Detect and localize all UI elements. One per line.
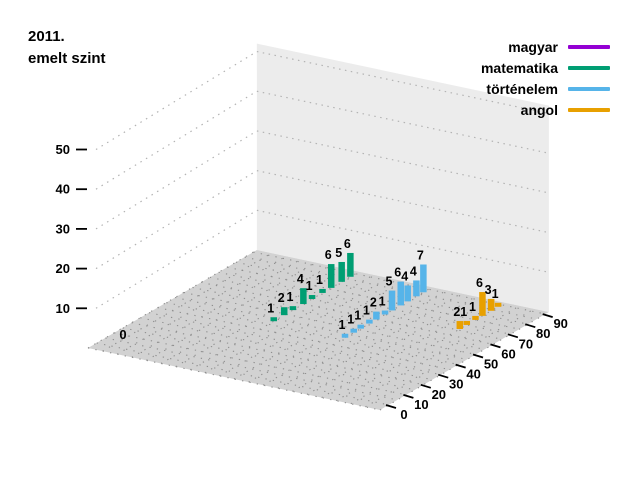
bar-value-label: 1 bbox=[339, 318, 346, 332]
legend: magyar matematika történelem angol bbox=[481, 36, 610, 120]
x-axis-tick-label: 40 bbox=[466, 367, 480, 382]
x-axis-tick-label: 10 bbox=[414, 397, 428, 412]
bar-value-label: 2 bbox=[370, 296, 377, 310]
bar bbox=[366, 319, 373, 324]
bar-value-label: 1 bbox=[267, 301, 274, 315]
title-year: 2011. bbox=[28, 28, 65, 45]
bar-value-label: 1 bbox=[492, 287, 499, 301]
bar bbox=[357, 324, 364, 329]
bar bbox=[479, 292, 486, 316]
bar bbox=[319, 288, 326, 293]
bar bbox=[280, 307, 288, 316]
x-axis-tick-label: 90 bbox=[553, 316, 567, 331]
bar bbox=[350, 328, 357, 333]
bar-value-label: 1 bbox=[316, 273, 323, 287]
bar bbox=[373, 311, 380, 320]
bar-value-label: 6 bbox=[325, 248, 332, 262]
bar-value-label: 1 bbox=[379, 295, 386, 309]
bar bbox=[413, 280, 420, 297]
legend-item-magyar: magyar bbox=[481, 36, 610, 57]
bar-value-label: 3 bbox=[485, 283, 492, 297]
bar-value-label: 2 bbox=[453, 305, 460, 319]
bar bbox=[404, 285, 411, 302]
left-plane-gridlines bbox=[95, 51, 258, 309]
bar-value-label: 1 bbox=[347, 313, 354, 327]
title-level: emelt szint bbox=[28, 50, 106, 67]
bar bbox=[472, 315, 479, 320]
legend-item-történelem: történelem bbox=[481, 78, 610, 99]
series-történelem: 1 1 1 12 156 4 47 bbox=[339, 248, 427, 338]
bar-value-label: 1 bbox=[363, 304, 370, 318]
legend-label: angol bbox=[520, 101, 558, 118]
bar-value-label: 4 bbox=[401, 269, 408, 283]
bar-value-label: 1 bbox=[460, 305, 467, 319]
bar bbox=[338, 261, 345, 282]
bar-value-label: 6 bbox=[344, 237, 351, 251]
bar bbox=[456, 321, 464, 329]
legend-swatch bbox=[568, 44, 610, 49]
bar bbox=[347, 252, 354, 277]
legend-swatch bbox=[568, 86, 610, 91]
legend-label: történelem bbox=[486, 80, 558, 97]
bar-value-label: 5 bbox=[386, 275, 393, 289]
x-axis-tick-label: 70 bbox=[519, 336, 533, 351]
x-axis-tick-label: 20 bbox=[432, 387, 446, 402]
floor bbox=[88, 250, 549, 410]
bar bbox=[463, 320, 471, 325]
bar bbox=[300, 288, 307, 305]
legend-swatch bbox=[568, 107, 610, 112]
bar bbox=[397, 281, 404, 306]
bar bbox=[420, 264, 427, 293]
bar bbox=[289, 306, 297, 311]
series-matematika: 12 14 1 16 56 bbox=[267, 237, 354, 322]
z-axis-tick-label: 50 bbox=[56, 142, 70, 157]
x-axis-tick-label: 30 bbox=[449, 377, 463, 392]
x-axis-tick-label: 50 bbox=[484, 357, 498, 372]
legend-item-matematika: matematika bbox=[481, 57, 610, 78]
z-axis-tick-label: 40 bbox=[56, 182, 70, 197]
bar-value-label: 6 bbox=[476, 276, 483, 290]
bar bbox=[308, 295, 316, 299]
bar bbox=[381, 310, 389, 315]
bar bbox=[341, 333, 349, 338]
bar bbox=[487, 298, 495, 311]
x-axis-tick-label: 80 bbox=[536, 326, 550, 341]
z-axis: 10 20 30 40 50 bbox=[56, 142, 87, 316]
legend-swatch bbox=[568, 65, 610, 70]
z-axis-tick-label: 10 bbox=[56, 301, 70, 316]
legend-label: magyar bbox=[508, 38, 558, 55]
legend-label: matematika bbox=[480, 59, 558, 76]
bar bbox=[388, 290, 396, 311]
bar-value-label: 6 bbox=[394, 266, 401, 280]
bar-value-label: 2 bbox=[278, 291, 285, 305]
bar-value-label: 5 bbox=[335, 246, 342, 260]
z-axis-tick-label: 30 bbox=[56, 221, 70, 236]
z-axis-tick-label: 20 bbox=[56, 261, 70, 276]
x-axis-tick-label: 60 bbox=[501, 346, 515, 361]
chart-title: 2011. emelt szint bbox=[28, 26, 106, 70]
bar-value-label: 7 bbox=[417, 248, 424, 262]
legend-item-angol: angol bbox=[481, 99, 610, 120]
bar-value-label: 1 bbox=[286, 290, 293, 304]
bar-value-label: 1 bbox=[354, 309, 361, 323]
bar-value-label: 1 bbox=[469, 300, 476, 314]
x-axis-tick-label: 0 bbox=[400, 407, 407, 422]
bar bbox=[327, 264, 335, 288]
bar bbox=[270, 317, 278, 322]
back-wall bbox=[256, 43, 549, 313]
depth-axis-origin-label: 0 bbox=[119, 327, 126, 342]
series-angol: 2 1 16 3 1 bbox=[453, 276, 502, 329]
bar bbox=[494, 302, 502, 307]
bar-value-label: 4 bbox=[297, 272, 304, 286]
bar-value-label: 1 bbox=[306, 279, 313, 293]
depth-axis: 0 bbox=[119, 327, 126, 342]
bar-value-label: 4 bbox=[410, 264, 417, 278]
